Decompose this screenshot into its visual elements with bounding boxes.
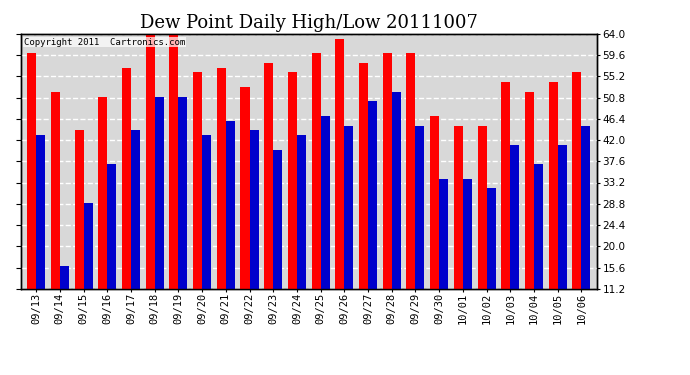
Bar [83, 203, 92, 343]
Bar [51, 92, 60, 343]
Bar [368, 101, 377, 343]
Bar [98, 96, 107, 343]
Bar [511, 145, 520, 343]
Bar [383, 53, 392, 343]
Bar [486, 188, 495, 343]
Bar [335, 39, 344, 343]
Bar [202, 135, 211, 343]
Bar [439, 178, 449, 343]
Bar [36, 135, 45, 343]
Text: Copyright 2011  Cartronics.com: Copyright 2011 Cartronics.com [23, 38, 185, 46]
Bar [297, 135, 306, 343]
Bar [359, 63, 368, 343]
Bar [193, 72, 202, 343]
Bar [502, 82, 511, 343]
Bar [60, 266, 69, 343]
Bar [312, 53, 321, 343]
Bar [241, 87, 250, 343]
Bar [250, 130, 259, 343]
Bar [463, 178, 472, 343]
Bar [454, 126, 463, 343]
Bar [406, 53, 415, 343]
Bar [392, 92, 401, 343]
Bar [558, 145, 566, 343]
Bar [155, 96, 164, 343]
Bar [169, 34, 179, 343]
Bar [477, 126, 486, 343]
Bar [549, 82, 558, 343]
Bar [131, 130, 140, 343]
Bar [573, 72, 582, 343]
Bar [321, 116, 330, 343]
Bar [27, 53, 36, 343]
Bar [430, 116, 439, 343]
Bar [226, 121, 235, 343]
Bar [122, 68, 131, 343]
Bar [273, 150, 282, 343]
Bar [75, 130, 83, 343]
Bar [534, 164, 543, 343]
Bar [179, 96, 188, 343]
Bar [107, 164, 116, 343]
Bar [288, 72, 297, 343]
Bar [525, 92, 534, 343]
Bar [264, 63, 273, 343]
Bar [217, 68, 226, 343]
Bar [582, 126, 591, 343]
Bar [415, 126, 424, 343]
Bar [146, 34, 155, 343]
Bar [344, 126, 353, 343]
Title: Dew Point Daily High/Low 20111007: Dew Point Daily High/Low 20111007 [140, 14, 477, 32]
